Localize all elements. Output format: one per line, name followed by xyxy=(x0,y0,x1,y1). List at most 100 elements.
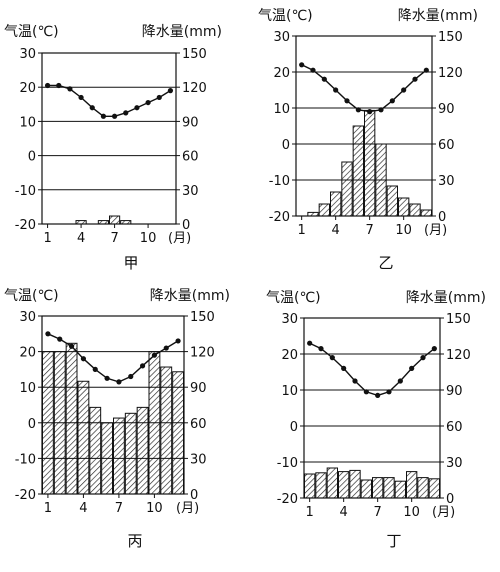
precipitation-bar xyxy=(136,406,149,495)
precipitation-tick-label: 150 xyxy=(438,30,463,45)
climate-chart-4: 气温(℃) 降水量(mm) 30 20 10 0 -10 -20 150 120 90 60 30 0 1 4… xyxy=(266,290,486,550)
temperature-tick-label: -20 xyxy=(277,492,298,507)
temperature-tick-label: 10 xyxy=(19,381,36,396)
precipitation-bar xyxy=(360,479,372,499)
temperature-point xyxy=(344,98,350,104)
temperature-point xyxy=(409,365,415,371)
temperature-tick-label: -10 xyxy=(15,184,36,199)
precipitation-tick-label: 60 xyxy=(446,420,463,435)
temperature-point xyxy=(89,105,95,111)
plot-frame xyxy=(295,35,433,217)
precipitation-bar xyxy=(364,109,376,217)
month-tick-label: 7 xyxy=(110,231,118,246)
temperature-tick-label: 30 xyxy=(281,312,298,327)
precipitation-tick-label: 90 xyxy=(190,381,207,396)
month-tick-label: 1 xyxy=(306,505,314,520)
temperature-point xyxy=(412,76,418,82)
temperature-point xyxy=(363,389,369,395)
precipitation-tick-label: 0 xyxy=(182,218,190,233)
month-tick-label: 1 xyxy=(44,501,52,516)
precipitation-tick-label: 120 xyxy=(190,346,215,361)
precipitation-bar xyxy=(109,215,121,225)
precipitation-bar xyxy=(409,203,421,217)
temperature-point xyxy=(420,355,426,361)
precipitation-tick-label: 30 xyxy=(182,184,199,199)
precipitation-tick-label: 120 xyxy=(446,348,471,363)
precipitation-tick-label: 60 xyxy=(182,150,199,165)
precipitation-bar xyxy=(394,480,406,499)
temperature-point xyxy=(367,109,373,115)
temperature-tick-label: 0 xyxy=(28,417,36,432)
temperature-point xyxy=(111,113,118,119)
precipitation-tick-label: 30 xyxy=(190,452,207,467)
precipitation-axis-title: 降水量(mm) xyxy=(398,8,478,24)
month-tick-label: 4 xyxy=(77,231,85,246)
temperature-point xyxy=(431,346,437,352)
precipitation-tick-label: 60 xyxy=(438,138,455,153)
month-tick-label: 10 xyxy=(146,501,163,516)
precipitation-axis-title: 降水量(mm) xyxy=(150,288,230,304)
precipitation-bar xyxy=(160,366,173,495)
precipitation-tick-label: 0 xyxy=(438,210,446,225)
temperature-tick-label: -10 xyxy=(15,452,36,467)
temperature-point xyxy=(321,76,327,82)
temperature-point xyxy=(78,94,84,101)
precipitation-tick-label: 150 xyxy=(182,47,207,62)
temperature-point xyxy=(45,331,51,337)
month-tick-label: 10 xyxy=(395,223,412,238)
temperature-point xyxy=(307,340,313,346)
precipitation-axis-title: 降水量(mm) xyxy=(406,290,486,306)
precipitation-bar xyxy=(304,473,316,499)
month-tick-label: 10 xyxy=(403,505,420,520)
month-tick-label: 4 xyxy=(340,505,348,520)
precipitation-bar xyxy=(326,467,338,499)
climate-chart-1: 气温(℃) 降水量(mm) 30 20 10 0 -10 -20 150 120 90 60 30 0 1 4… xyxy=(4,24,222,272)
temperature-tick-label: 20 xyxy=(19,346,36,361)
precipitation-bar xyxy=(383,477,395,499)
precipitation-tick-label: 60 xyxy=(190,417,207,432)
panel-label: 丙 xyxy=(127,532,142,550)
precipitation-tick-label: 90 xyxy=(182,115,199,130)
precipitation-bar xyxy=(124,412,137,495)
temperature-point xyxy=(167,88,174,94)
month-tick-label: 10 xyxy=(140,231,157,246)
temperature-tick-label: 30 xyxy=(273,30,290,45)
plot-frame xyxy=(41,315,185,495)
temperature-tick-label: -10 xyxy=(269,174,290,189)
temperature-point xyxy=(92,366,98,372)
temperature-point xyxy=(386,389,392,395)
precipitation-bar xyxy=(372,477,384,499)
temperature-point xyxy=(80,356,87,362)
precipitation-bar xyxy=(113,417,125,495)
temperature-tick-label: 10 xyxy=(273,102,290,117)
panel-label: 丁 xyxy=(386,532,401,550)
temperature-point xyxy=(68,343,75,349)
precipitation-tick-label: 30 xyxy=(438,174,455,189)
temperature-point xyxy=(67,86,73,92)
panel-label: 甲 xyxy=(123,254,138,272)
temperature-point xyxy=(423,67,429,73)
climate-chart-3: 气温(℃) 降水量(mm) 30 20 10 0 -10 -20 150 120 90 60 30 0 1 4… xyxy=(4,288,230,550)
month-unit-label: (月) xyxy=(168,231,191,246)
month-tick-label: 7 xyxy=(115,501,123,516)
temperature-axis-title: 气温(℃) xyxy=(4,288,59,304)
temperature-tick-label: 10 xyxy=(281,384,298,399)
temperature-point xyxy=(104,375,110,381)
temperature-line xyxy=(309,342,435,397)
precipitation-bar xyxy=(417,477,429,499)
temperature-tick-label: 0 xyxy=(290,420,298,435)
precipitation-bar xyxy=(386,185,398,217)
month-tick-label: 4 xyxy=(79,501,87,516)
temperature-point xyxy=(44,82,51,89)
temperature-tick-label: 30 xyxy=(19,47,36,62)
precipitation-bar xyxy=(330,191,342,217)
precipitation-bar xyxy=(65,342,78,495)
temperature-point xyxy=(156,94,162,101)
temperature-point xyxy=(151,352,158,358)
month-tick-label: 7 xyxy=(374,505,382,520)
plot-frame xyxy=(303,317,441,499)
precipitation-bar xyxy=(172,371,185,495)
precipitation-tick-label: 0 xyxy=(446,492,454,507)
